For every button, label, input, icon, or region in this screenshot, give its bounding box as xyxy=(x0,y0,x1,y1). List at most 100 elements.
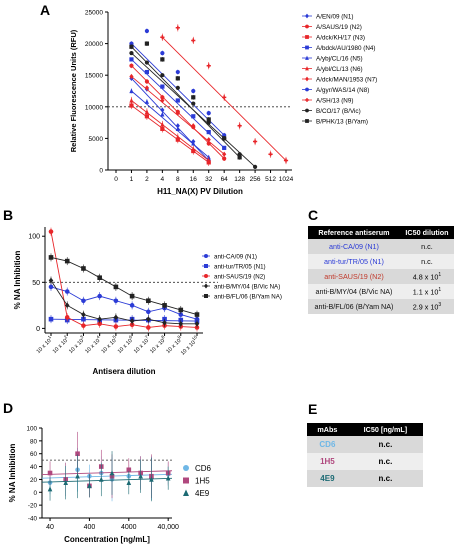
data-point xyxy=(175,69,180,75)
legend-label: anti-B/MY/04 (B/Vic NA) xyxy=(214,283,280,290)
row-ic50-value: n.c. xyxy=(347,453,423,470)
data-point xyxy=(75,473,80,479)
data-point xyxy=(175,110,180,116)
data-point xyxy=(162,303,167,308)
series-anti-b-fl-06-b-yam-na xyxy=(48,253,200,319)
data-point xyxy=(222,156,227,161)
legend-marker xyxy=(305,13,309,19)
data-point xyxy=(48,229,54,234)
legend-marker xyxy=(305,66,309,71)
data-point xyxy=(178,307,184,313)
row-name: anti-B/FL/06 (B/Yam NA) xyxy=(308,299,400,314)
data-point xyxy=(191,114,196,119)
series-1h5 xyxy=(41,431,173,499)
data-point xyxy=(206,120,211,125)
legend-label: B/PHK/13 (B/Yam) xyxy=(316,118,368,125)
data-point xyxy=(144,109,150,114)
series-a-bdck-au-1980-n4 xyxy=(129,57,227,150)
data-point xyxy=(206,129,211,135)
fit-line xyxy=(50,256,198,315)
x-tick-label: 32 xyxy=(205,176,213,183)
fit-line xyxy=(131,78,210,161)
legend-marker xyxy=(183,465,189,471)
x-tick-label: 8 xyxy=(176,176,180,183)
data-point xyxy=(146,316,151,322)
legend-label: A/SH/13 (N9) xyxy=(316,97,353,104)
data-point xyxy=(144,114,150,119)
y-axis-title: % NA Inhibition xyxy=(13,250,22,309)
series-a-ybj-cl-16-n5 xyxy=(129,88,211,160)
x-axis-title: Concentration [ng/mL] xyxy=(64,535,150,544)
y-tick-label: 15000 xyxy=(85,73,103,80)
data-point xyxy=(160,107,165,113)
series-a-gyr-was-14-n8 xyxy=(129,28,227,138)
data-point xyxy=(160,111,165,117)
data-point xyxy=(206,63,211,68)
row-name: 4E9 xyxy=(307,470,348,487)
data-point xyxy=(165,475,171,481)
ic50-table-mabs: mAbs IC50 [ng/mL] CD6 n.c. 1H5 n.c. 4E9 n.c. xyxy=(307,423,423,487)
data-point xyxy=(97,316,102,322)
x-tick-label: 4000 xyxy=(121,524,137,531)
y-tick-label: 0 xyxy=(36,326,40,333)
header-ic50-dilution: IC50 dilution xyxy=(399,226,454,239)
data-point xyxy=(160,50,165,56)
data-point xyxy=(47,486,53,492)
legend-label: A/gyr/WAS/14 (N8) xyxy=(316,87,369,94)
row-name: anti-SAUS/19 (N2) xyxy=(308,269,400,284)
data-point xyxy=(175,98,180,103)
y-tick-label: 20 xyxy=(30,477,38,484)
row-ic50-value: 1.1 x 101 xyxy=(399,284,454,299)
data-point xyxy=(222,136,227,141)
series-a-dck-kh-17-n3 xyxy=(129,101,211,167)
legend-marker xyxy=(305,76,309,82)
ic50-table-antisera: Reference antiserum IC50 dilution anti-C… xyxy=(308,226,454,314)
x-tick-label: 40 xyxy=(46,524,54,531)
data-point xyxy=(191,146,196,152)
data-point xyxy=(144,79,150,84)
fit-line xyxy=(50,231,198,328)
panel-c-letter: C xyxy=(308,207,319,223)
data-point xyxy=(222,95,227,100)
data-point xyxy=(64,289,70,294)
legend-label: anti-tur/TR/05 (N1) xyxy=(214,263,266,270)
data-point xyxy=(175,123,180,129)
x-tick-label: 0 xyxy=(114,176,118,183)
data-point xyxy=(144,28,150,34)
data-point xyxy=(175,85,180,90)
data-point xyxy=(48,316,54,322)
y-tick-label: 25000 xyxy=(85,10,103,17)
data-point xyxy=(160,57,165,62)
row-ic50-value: n.c. xyxy=(347,470,423,487)
legend-marker xyxy=(204,283,208,289)
legend-marker xyxy=(305,119,309,123)
legend-marker xyxy=(305,55,309,60)
data-point xyxy=(237,155,242,160)
y-tick-label: 100 xyxy=(28,234,40,241)
data-point xyxy=(175,25,180,30)
data-point xyxy=(206,111,211,116)
data-point xyxy=(160,121,165,127)
data-point xyxy=(129,103,134,108)
data-point xyxy=(129,318,135,324)
legend-marker xyxy=(305,98,309,102)
data-point xyxy=(268,152,273,157)
data-point xyxy=(97,275,102,280)
data-point xyxy=(98,476,104,482)
table-row: 1H5 n.c. xyxy=(307,453,423,470)
data-point xyxy=(129,50,134,56)
data-point xyxy=(126,479,132,485)
legend-marker xyxy=(204,264,208,268)
data-point xyxy=(146,325,151,330)
legend-marker xyxy=(305,45,309,50)
data-point xyxy=(129,44,134,49)
chart-d: -40 -20 0 20 40 60 80 100 40 400 4000 40,000 Concent… xyxy=(8,426,212,545)
legend-label: A/SAUS/19 (N2) xyxy=(316,24,362,31)
legend-label: A/EN/09 (N1) xyxy=(316,13,353,20)
legend-label: B/CO/17 (B/Vic) xyxy=(316,108,361,115)
data-point xyxy=(146,309,151,315)
data-point xyxy=(206,137,211,143)
table-row: anti-B/FL/06 (B/Yam NA) 2.9 x 103 xyxy=(308,299,454,314)
legend-marker xyxy=(305,87,309,92)
fit-line xyxy=(131,105,209,163)
